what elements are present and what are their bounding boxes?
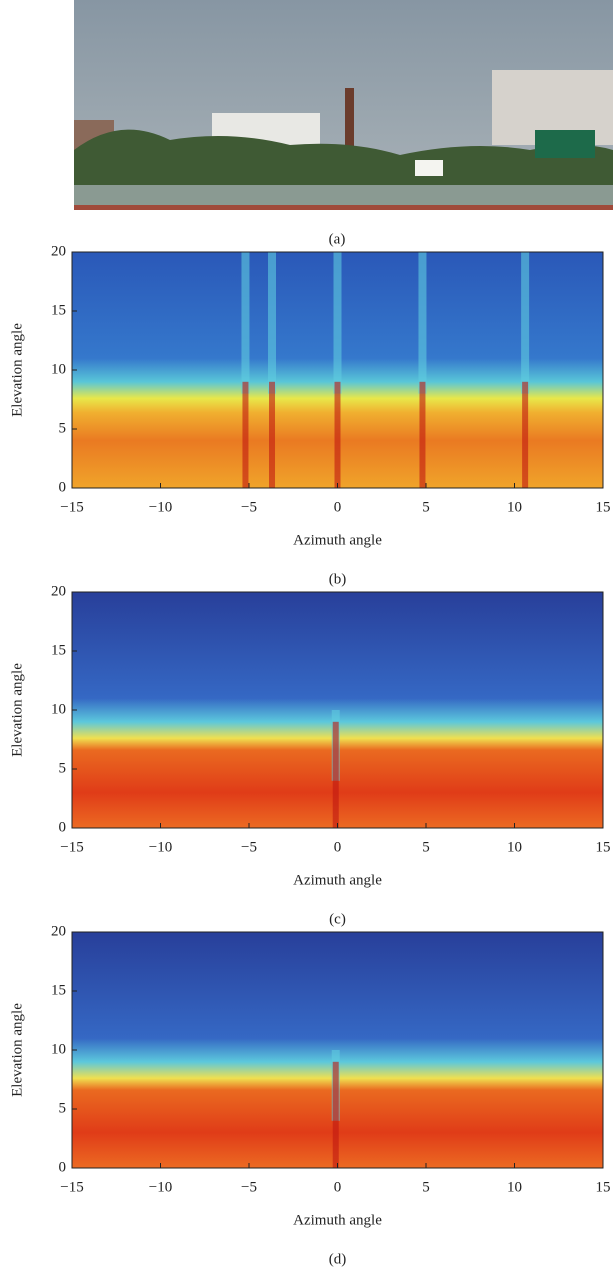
x-tick-label: 15 xyxy=(596,499,611,515)
streak-core xyxy=(522,381,529,488)
y-tick-label: 10 xyxy=(51,1041,66,1057)
streak xyxy=(333,252,342,394)
x-tick-label: −10 xyxy=(149,839,172,855)
y-tick-label: 10 xyxy=(51,701,66,717)
x-tick-label: 0 xyxy=(334,1179,342,1195)
y-tick-label: 0 xyxy=(59,1159,67,1175)
y-tick-label: 15 xyxy=(51,982,66,998)
y-tick-label: 15 xyxy=(51,302,66,318)
streak-core xyxy=(332,721,339,828)
y-axis-label: Elevation angle xyxy=(9,323,25,417)
streak xyxy=(521,252,530,394)
x-tick-label: 5 xyxy=(422,499,430,515)
caption: (b) xyxy=(329,571,347,587)
streak xyxy=(418,252,427,394)
y-tick-label: 5 xyxy=(59,1100,67,1116)
x-tick-label: −15 xyxy=(60,499,83,515)
streak xyxy=(241,252,250,394)
x-tick-label: 5 xyxy=(422,1179,430,1195)
caption: (d) xyxy=(329,1251,347,1267)
x-tick-label: −5 xyxy=(241,1179,257,1195)
streak-core xyxy=(242,381,249,488)
y-tick-label: 20 xyxy=(51,243,66,259)
x-tick-label: 0 xyxy=(334,499,342,515)
y-tick-label: 5 xyxy=(59,760,67,776)
streak xyxy=(268,252,277,394)
x-tick-label: 15 xyxy=(596,1179,611,1195)
y-tick-label: 20 xyxy=(51,583,66,599)
caption: (c) xyxy=(329,911,346,927)
streak-core xyxy=(269,381,276,488)
x-tick-label: −15 xyxy=(60,839,83,855)
y-axis-label: Elevation angle xyxy=(9,663,25,757)
x-tick-label: 10 xyxy=(507,839,522,855)
x-tick-label: 10 xyxy=(507,499,522,515)
streak-core xyxy=(334,381,341,488)
y-tick-label: 5 xyxy=(59,420,67,436)
x-tick-label: −10 xyxy=(149,1179,172,1195)
y-tick-label: 20 xyxy=(51,923,66,939)
x-axis-label: Azimuth angle xyxy=(293,532,382,548)
y-tick-label: 0 xyxy=(59,479,67,495)
x-tick-label: −10 xyxy=(149,499,172,515)
caption: (a) xyxy=(329,231,346,247)
x-tick-label: −5 xyxy=(241,839,257,855)
x-tick-label: −5 xyxy=(241,499,257,515)
x-tick-label: 15 xyxy=(596,839,611,855)
y-tick-label: 0 xyxy=(59,819,67,835)
photo xyxy=(74,0,613,210)
y-axis-label: Elevation angle xyxy=(9,1003,25,1097)
y-tick-label: 15 xyxy=(51,642,66,658)
x-tick-label: −15 xyxy=(60,1179,83,1195)
streak-core xyxy=(419,381,426,488)
x-axis-label: Azimuth angle xyxy=(293,872,382,888)
x-tick-label: 5 xyxy=(422,839,430,855)
streak-core xyxy=(332,1061,339,1168)
x-tick-label: 10 xyxy=(507,1179,522,1195)
x-axis-label: Azimuth angle xyxy=(293,1212,382,1228)
y-tick-label: 10 xyxy=(51,361,66,377)
x-tick-label: 0 xyxy=(334,839,342,855)
